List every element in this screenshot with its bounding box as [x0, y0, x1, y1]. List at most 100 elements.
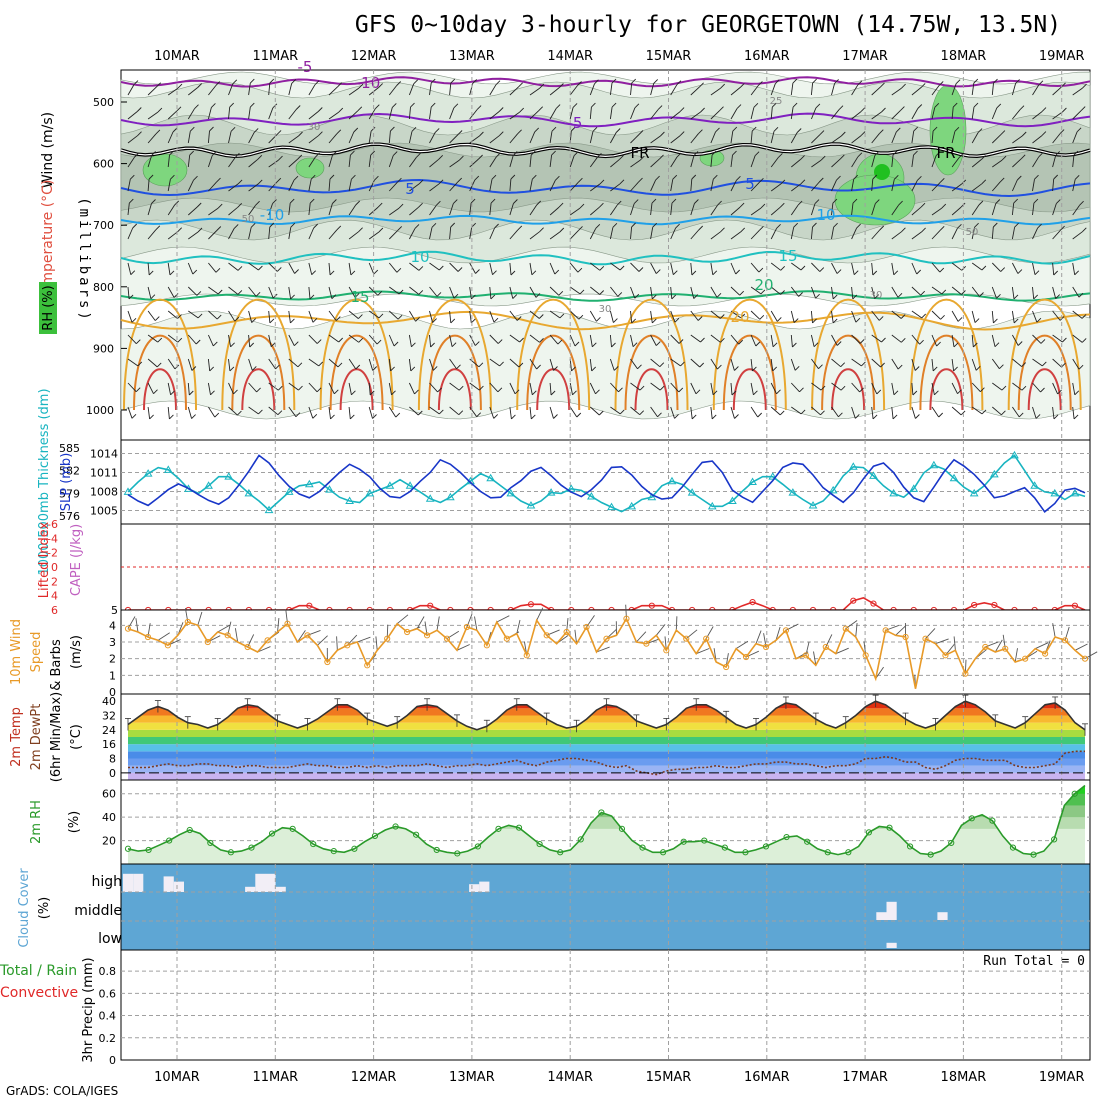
wind-barb-flag — [148, 270, 154, 276]
wind-barb-flag — [671, 294, 677, 300]
wind-barb-flag — [495, 80, 501, 86]
wind-barb-flag — [917, 104, 923, 109]
rh2m-line-point — [248, 844, 255, 851]
wind-barb — [388, 406, 397, 418]
wind-barb — [871, 178, 874, 192]
wind-barb-flag — [740, 227, 746, 233]
wind-barb-flag — [331, 294, 337, 300]
wind-barb-flag — [919, 339, 924, 345]
wind-barb — [851, 382, 860, 393]
wind-barb — [690, 229, 700, 240]
wind-barb-flag — [196, 202, 202, 208]
thickness-line-point — [345, 496, 354, 504]
wind-barb — [810, 83, 814, 96]
wind-barb — [187, 406, 193, 419]
run-total: Run Total = 0 — [983, 954, 1085, 969]
wind-barb-flag — [378, 83, 383, 88]
wind-barb-flag — [720, 337, 725, 343]
wind-barb — [1072, 310, 1083, 319]
wind-barb-flag — [372, 414, 377, 419]
wind-barb — [810, 203, 816, 216]
wind-barb — [288, 203, 291, 216]
wind-barb-flag — [539, 227, 544, 233]
wind-barb — [429, 107, 432, 120]
temp-contour-minus10 — [120, 76, 1091, 88]
wind10m-speed-line-point — [184, 618, 191, 626]
wind-barb-flag — [418, 290, 424, 295]
wind-barb — [811, 382, 822, 391]
wind-barb — [851, 334, 861, 344]
thickness-line-point — [1050, 488, 1060, 497]
wind-barb — [851, 156, 859, 168]
wind10m-barb — [675, 616, 678, 631]
wind-barb — [429, 83, 432, 96]
wind-barb-flag — [172, 127, 178, 133]
wind-barb — [650, 109, 659, 120]
wind-barb-flag — [772, 366, 778, 372]
wind-barb — [690, 358, 701, 368]
cloud-grid — [121, 864, 1090, 950]
wind-barb — [489, 227, 496, 240]
wind-barb-flag — [813, 342, 819, 348]
wind-barb-flag — [740, 313, 746, 319]
wind-barb — [509, 286, 514, 299]
wind-barb — [549, 206, 560, 216]
wind-barb-flag — [760, 203, 766, 209]
wind-barb — [589, 334, 593, 347]
wind-barb-flag — [935, 151, 941, 157]
wind-barb — [730, 310, 742, 319]
wind-barb-flag — [358, 83, 364, 89]
wind-barb — [871, 155, 876, 168]
wind-barb — [147, 358, 158, 368]
wind-barb-flag — [351, 174, 356, 180]
cloud-bar — [255, 873, 266, 892]
wind-barb — [730, 231, 741, 240]
wind10m-speed-line-point — [563, 628, 570, 636]
wind-barb — [690, 334, 701, 343]
wind-barb — [147, 382, 154, 394]
wind10m-barb — [396, 614, 409, 625]
wind-barb-flag — [396, 267, 402, 273]
temperature-series — [121, 694, 1090, 780]
wind-barb-flag — [233, 224, 239, 229]
wind-barb — [208, 310, 218, 320]
wind-barb-flag — [438, 154, 444, 160]
wind-barb — [609, 310, 614, 323]
wind-barb-flag — [753, 102, 759, 108]
wind-barb — [931, 382, 935, 395]
wind-barb — [288, 180, 295, 192]
wind10m-barb — [775, 626, 781, 641]
wind-barb-flag — [249, 78, 255, 84]
wind-barb — [991, 181, 1001, 192]
wind-barb — [891, 334, 902, 343]
thickness-line-point — [264, 505, 274, 514]
wind-barb-flag — [390, 366, 395, 372]
wind-barb-flag — [921, 313, 927, 319]
wind-barb — [690, 406, 693, 419]
wind-barb — [529, 131, 536, 144]
wind-barb-flag — [631, 222, 636, 228]
wind-barb-flag — [637, 364, 642, 370]
wind-barb — [992, 406, 1002, 416]
rh2m-line-point — [289, 825, 296, 832]
wind-barb-flag — [355, 364, 361, 370]
wind-barb-flag — [912, 390, 918, 396]
wind-barb-flag — [272, 199, 277, 204]
wind-barb — [911, 310, 922, 319]
y-tick-label: 60 — [102, 788, 116, 801]
rh2m-line-point — [1009, 844, 1017, 851]
wind-barb-flag — [192, 269, 198, 275]
wind-barb-flag — [800, 265, 806, 271]
wind-barb — [509, 262, 512, 276]
wind-barb-flag — [337, 82, 343, 88]
top-date-labels: 10MAR 11MAR 12MAR 13MAR 14MAR 15MAR 16MAR 17MAR… — [154, 49, 1084, 64]
wind-barb-flag — [512, 151, 518, 156]
wind-barb-flag — [391, 103, 397, 108]
wind-barb — [248, 158, 259, 168]
wind-barb-flag — [711, 414, 717, 420]
rh2m-line-point — [392, 823, 399, 830]
wind-barb — [831, 179, 837, 192]
wind-barb — [388, 181, 398, 192]
wind-barb — [971, 107, 975, 120]
wind10m-speed-line-point — [124, 625, 132, 632]
